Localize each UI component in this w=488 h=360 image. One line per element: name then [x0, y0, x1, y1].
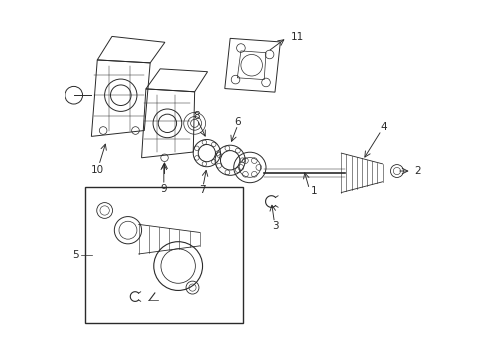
Text: 6: 6: [234, 117, 241, 127]
Text: 3: 3: [271, 221, 278, 231]
Text: 2: 2: [414, 166, 420, 176]
Bar: [85, 187, 242, 323]
Text: 5: 5: [73, 250, 79, 260]
Text: 7: 7: [199, 185, 205, 195]
Text: 10: 10: [91, 165, 104, 175]
Text: 8: 8: [193, 111, 200, 121]
Text: 9: 9: [160, 184, 167, 194]
Text: 11: 11: [290, 32, 303, 42]
Text: 4: 4: [380, 122, 386, 132]
Text: 1: 1: [310, 186, 316, 197]
